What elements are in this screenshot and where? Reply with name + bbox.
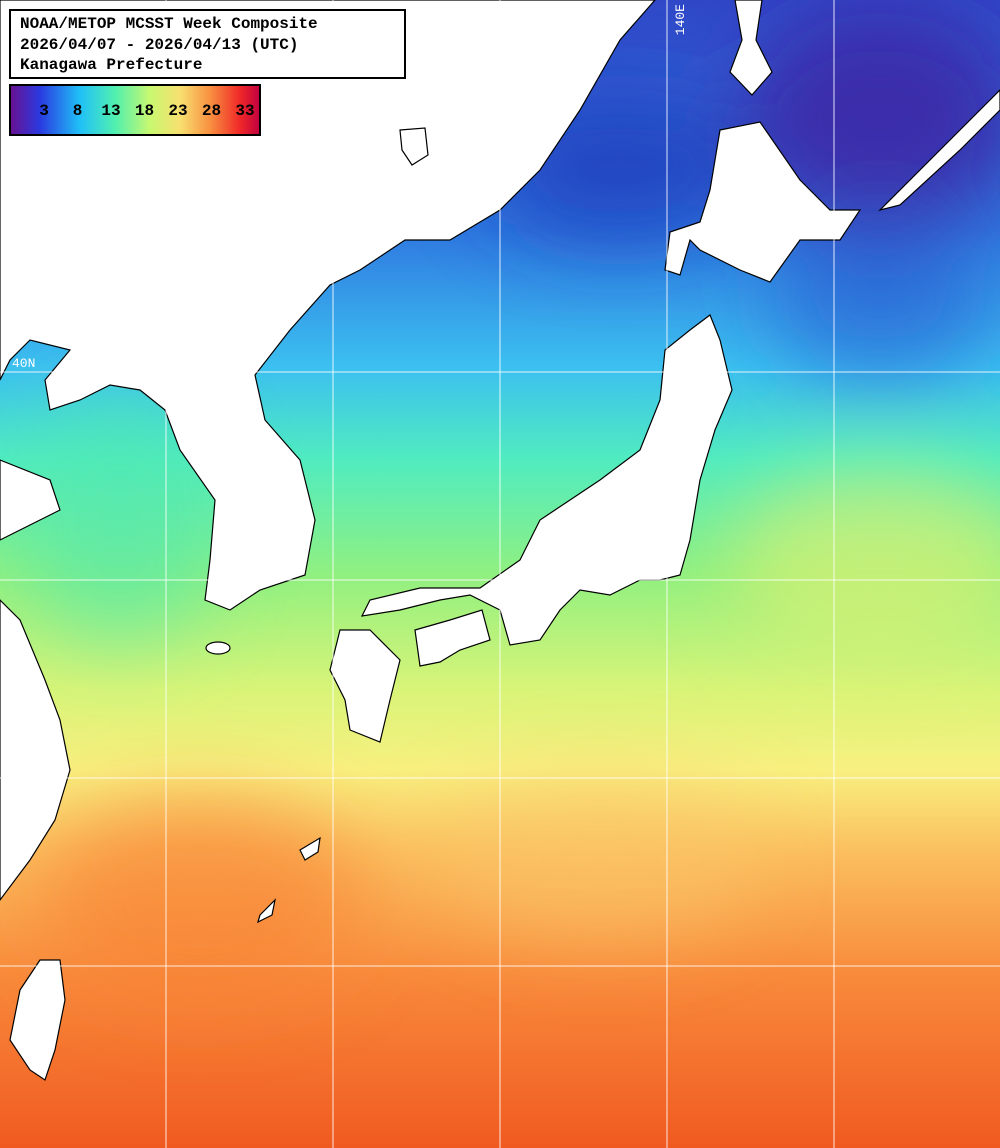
colorbar-tick-label: 18: [135, 102, 154, 120]
title-line: NOAA/METOP MCSST Week Composite: [20, 15, 318, 33]
title-line: Kanagawa Prefecture: [20, 56, 202, 74]
title-line: 2026/04/07 - 2026/04/13 (UTC): [20, 36, 298, 54]
title-box: NOAA/METOP MCSST Week Composite 2026/04/…: [9, 9, 406, 79]
latitude-label: 40N: [12, 356, 35, 371]
colorbar-tick-label: 33: [235, 102, 254, 120]
land: [0, 0, 1000, 1081]
colorbar-tick-label: 23: [168, 102, 187, 120]
colorbar-tick-label: 13: [101, 102, 120, 120]
colorbar-tick-label: 8: [73, 102, 83, 120]
colorbar-tick-label: 3: [39, 102, 49, 120]
colorbar-tick-label: 28: [202, 102, 221, 120]
longitude-label: 140E: [673, 4, 688, 35]
colorbar: 3 8 13 18 23 28 33: [9, 84, 261, 136]
